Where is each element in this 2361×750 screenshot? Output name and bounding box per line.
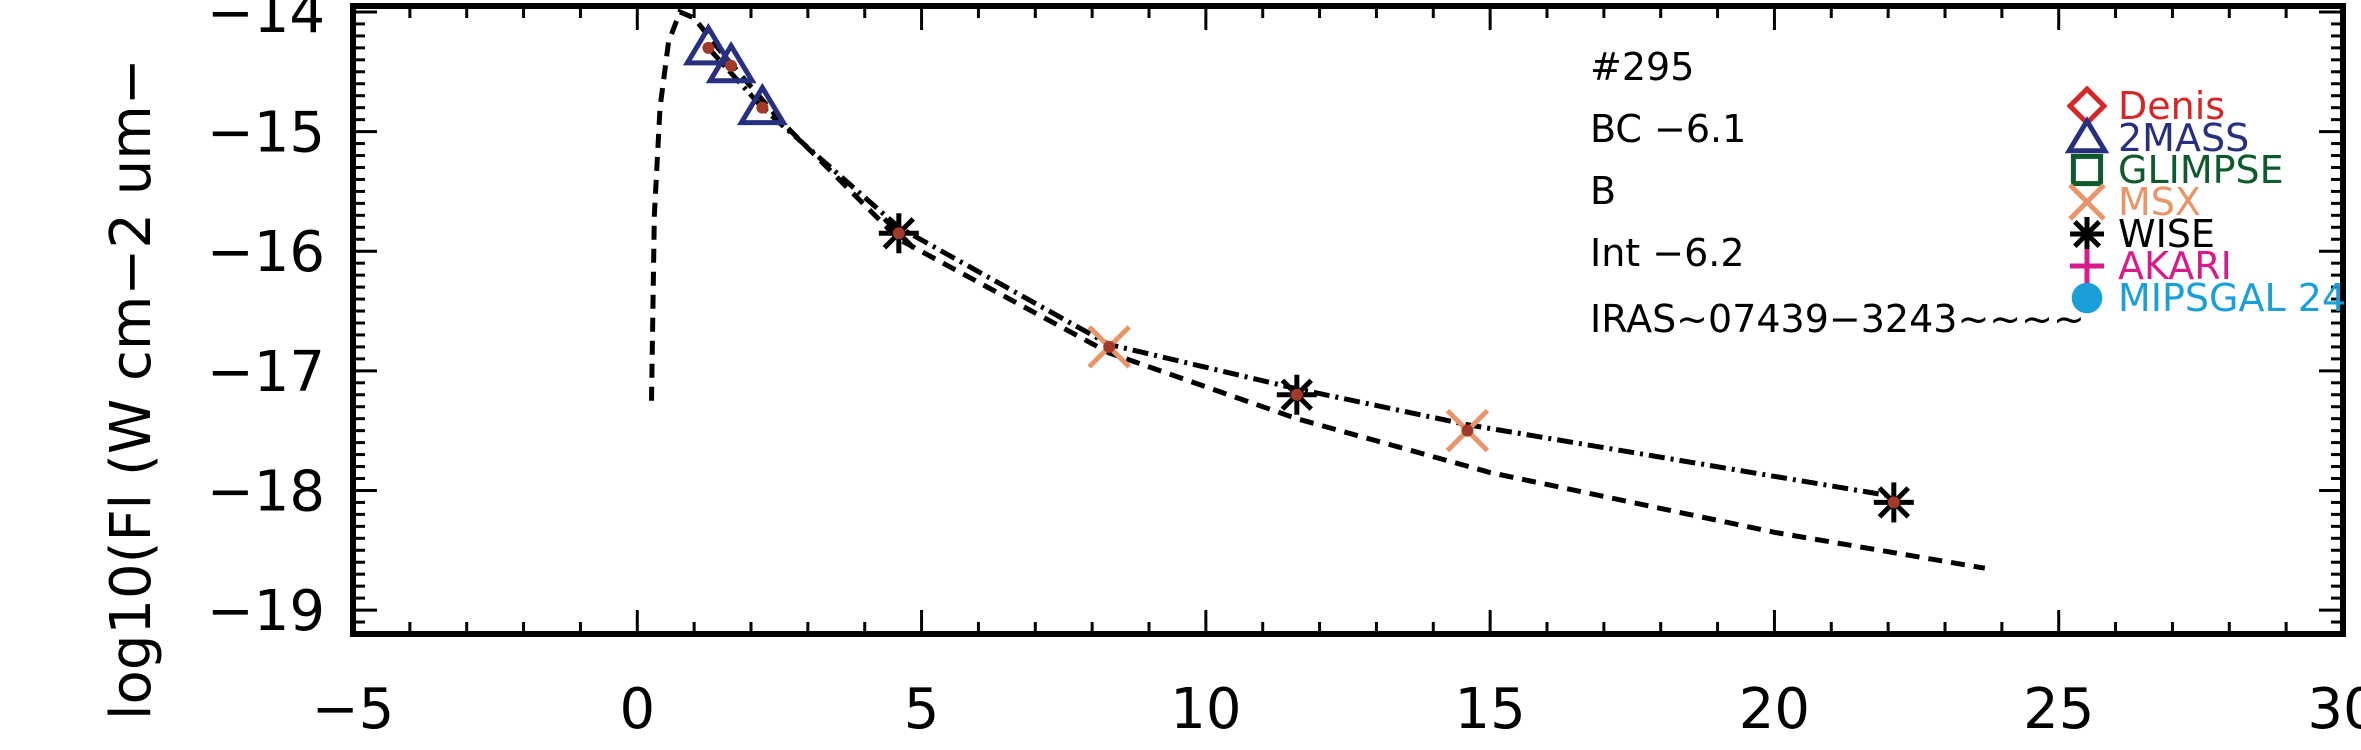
data-point-center [756,101,769,114]
y-tick-label: −15 [207,101,325,166]
x-tick-label: −5 [312,677,395,742]
x-tick-label: 0 [619,677,655,742]
legend-marker [2070,217,2104,251]
square-shape [2070,153,2104,187]
x-tick-label: 25 [2023,677,2094,742]
annotation-text: B [1590,169,1616,213]
legend-marker [2070,249,2104,283]
data-point-center [892,227,905,240]
y-tick-labels: −14 −15 −16 −17 −18 −19 [207,0,325,644]
data-markers [682,23,1914,523]
y-tick-label: −14 [207,0,325,46]
triangle-shape [705,40,757,84]
annotations: #295 BC −6.1 B Int −6.2 IRAS~07439−3243~~~~ [1590,45,2085,341]
plot-frame [350,3,2346,637]
legend-marker [2070,153,2104,187]
y-tick-label: −19 [207,579,325,644]
x-tick-label: 20 [1739,677,1810,742]
model-curve-dashed [649,8,1986,571]
x-tick-label: 10 [1170,677,1241,742]
y-tick-label: −17 [207,340,325,405]
legend-label: GLIMPSE [2118,148,2284,192]
legend-label: WISE [2118,212,2215,256]
data-point-2mass [736,82,788,126]
ticks [351,6,2345,636]
y-axis-label: log10(Fl (W cm−2 um− [99,58,164,720]
x-tick-label: 5 [904,677,940,742]
y-tick-label: −18 [207,459,325,524]
asterisk-stroke [2072,219,2102,249]
legend-label: Denis [2118,84,2225,128]
model-lines [649,8,1986,571]
legend-label: MSX [2118,180,2201,224]
data-point-2mass [682,23,734,66]
triangle-shape [2064,116,2110,154]
legend-marker [2071,282,2103,314]
triangle-shape [682,23,734,66]
data-point-center [1290,388,1303,401]
plot-box [350,3,2346,637]
legend-label: MIPSGAL 24 [2118,276,2346,320]
data-point-center [725,59,738,72]
data-point-2mass [705,40,757,84]
data-point-center [1887,496,1900,509]
y-tick-label: −16 [207,220,325,285]
x-tick-label: 15 [1455,677,1526,742]
circle-shape [2071,282,2103,314]
triangle-shape [736,82,788,126]
legend-marker [2064,116,2110,154]
legend-label: AKARI [2118,244,2232,288]
data-point-center [1461,424,1474,437]
legend-label: 2MASS [2118,116,2249,160]
x-tick-labels: −5 0 5 10 15 20 25 30 [312,677,2361,742]
annotation-text: BC −6.1 [1590,107,1746,151]
x-stroke [2068,183,2106,221]
x-tick-label: 30 [2307,677,2361,742]
data-point-center [1103,340,1116,353]
annotation-text: IRAS~07439−3243~~~~ [1590,297,2085,341]
annotation-text: #295 [1590,45,1694,89]
data-point-center [702,41,715,54]
legend-marker [2068,183,2106,221]
annotation-text: Int −6.2 [1590,231,1745,275]
